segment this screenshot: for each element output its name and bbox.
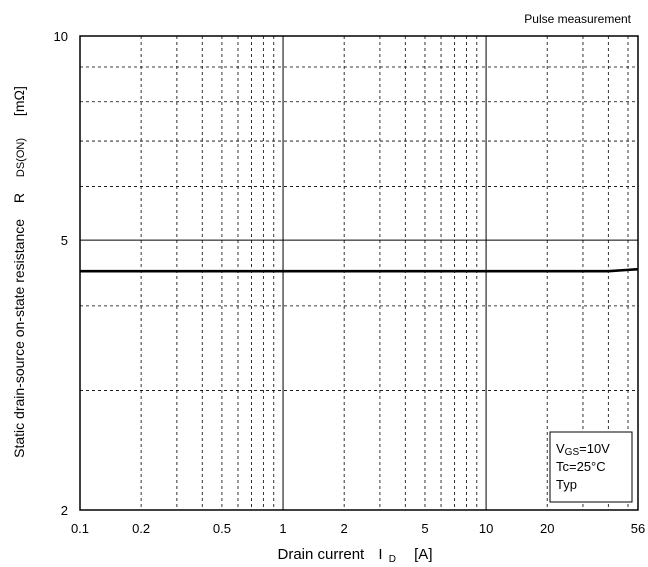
y-axis-label: Static drain-source on-state resistance … [11, 86, 27, 458]
series-layer [80, 267, 639, 273]
series-line-0 [80, 267, 639, 273]
legend-condition-typ: Typ [556, 477, 577, 492]
x-tick-label: 20 [540, 521, 554, 536]
x-axis-label-unit: [A] [414, 546, 432, 563]
y-tick-label: 2 [61, 503, 68, 518]
annotation-pulse-measurement: Pulse measurement [524, 12, 631, 26]
x-tick-label: 0.1 [71, 521, 89, 536]
x-tick-label: 10 [479, 521, 493, 536]
grid [80, 36, 638, 510]
x-axis-label-symbol: I [378, 546, 382, 563]
x-tick-label: 2 [341, 521, 348, 536]
legend-box [549, 431, 633, 503]
y-tick-label: 10 [54, 29, 68, 44]
x-axis-label-subscript: D [389, 554, 396, 565]
y-axis-label-symbol: R [11, 193, 27, 203]
x-tick-label: 5 [421, 521, 428, 536]
legend-condition-vgs: VGS=10V [556, 441, 610, 458]
legend: VGS=10V Tc=25°C Typ [549, 431, 633, 503]
y-axis-label-subscript: DS(ON) [15, 138, 27, 177]
x-tick-label: 0.2 [132, 521, 150, 536]
x-tick-label: 1 [279, 521, 286, 536]
y-axis-label-unit: [mΩ] [11, 86, 27, 116]
legend-condition-tc: Tc=25°C [556, 459, 606, 474]
y-tick-label: 5 [61, 233, 68, 248]
x-tick-label: 0.5 [213, 521, 231, 536]
x-axis-label: Drain current I D [A] [278, 546, 433, 566]
tick-labels: 0.1 0.2 0.5 1 2 5 10 20 56 2 5 10 [54, 29, 646, 536]
plot-frame [79, 35, 639, 511]
x-axis-label-text: Drain current [278, 546, 366, 563]
y-axis-label-text: Static drain-source on-state resistance [11, 219, 27, 458]
x-tick-label: 56 [631, 521, 645, 536]
